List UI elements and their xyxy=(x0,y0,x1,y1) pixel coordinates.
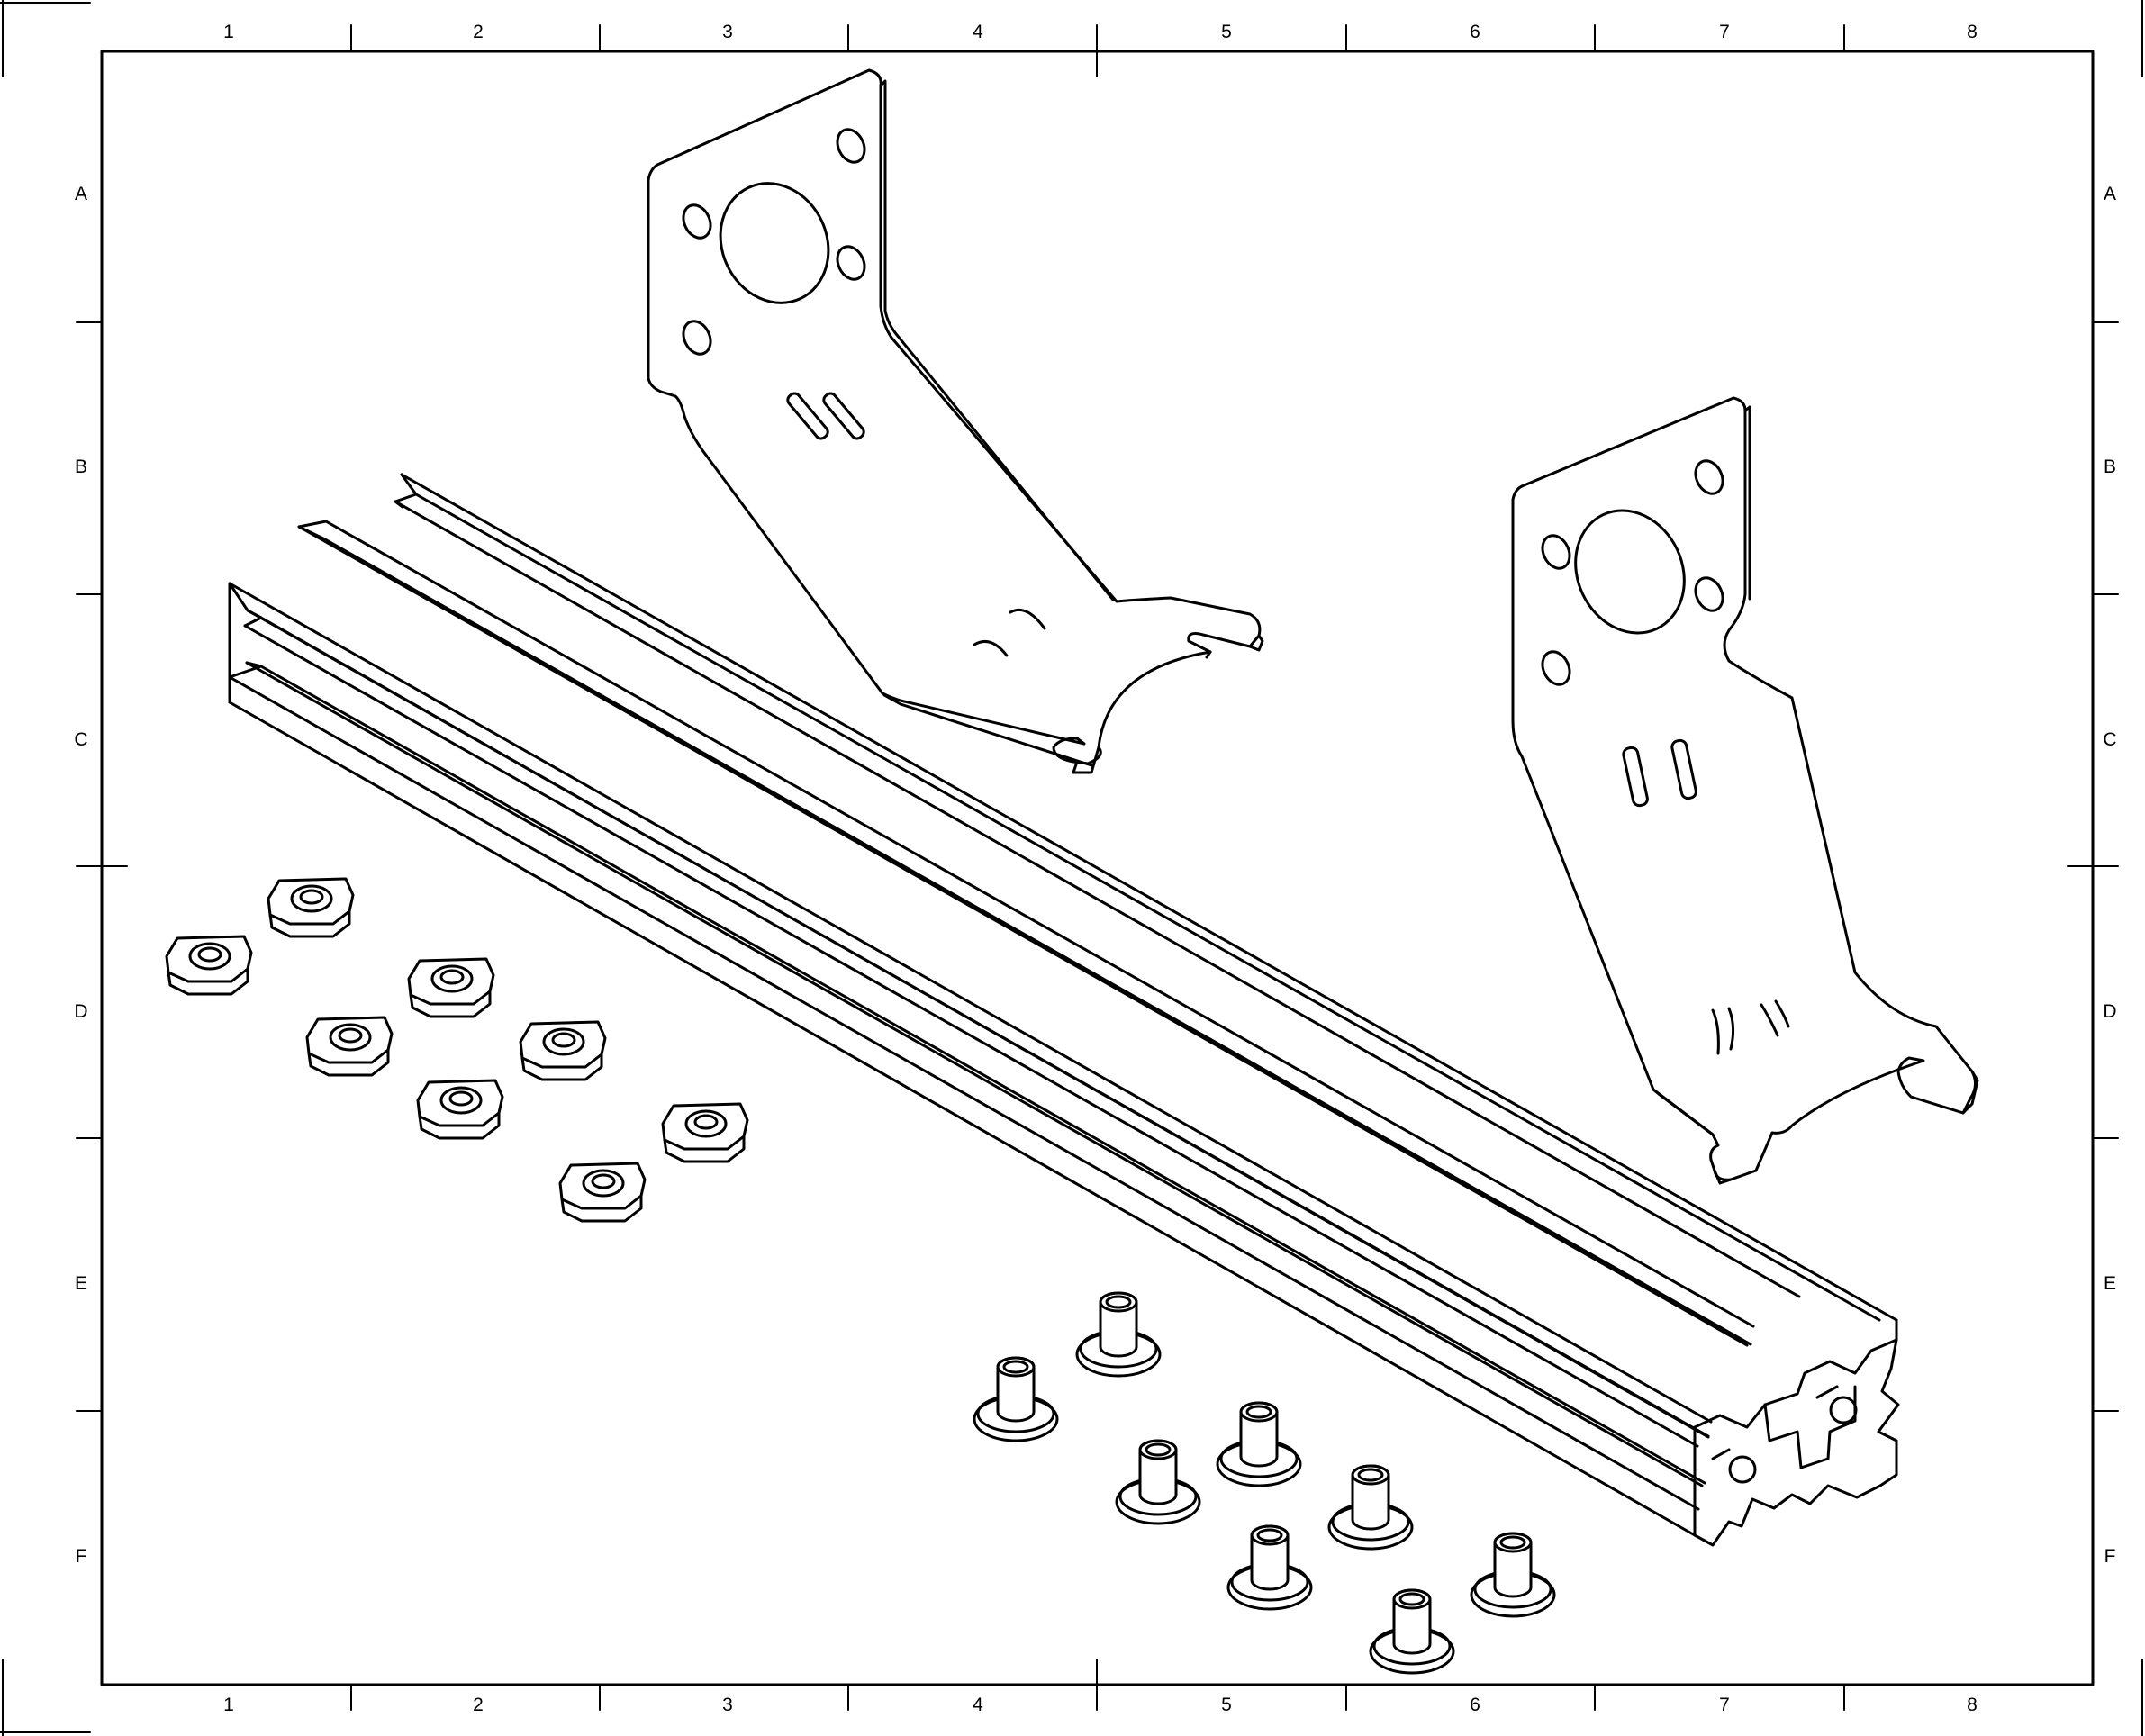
motor-bracket-right xyxy=(1511,396,1979,1185)
row-label: B xyxy=(2104,457,2116,477)
col-label: 1 xyxy=(223,22,234,42)
aluminum-extrusion xyxy=(228,473,1900,1547)
row-label: E xyxy=(75,1273,87,1294)
bolt xyxy=(1226,1524,1313,1611)
col-label: 3 xyxy=(722,22,733,42)
t-nut xyxy=(305,1016,394,1077)
row-labels-right: A B C D E F xyxy=(2103,184,2116,1567)
row-label: F xyxy=(76,1546,87,1567)
motor-bore xyxy=(719,182,830,304)
col-label: 2 xyxy=(473,22,484,42)
col-label: 3 xyxy=(722,1695,733,1715)
row-label: C xyxy=(2103,729,2116,750)
row-label: E xyxy=(2104,1273,2116,1294)
t-nut-set xyxy=(165,877,749,1223)
motor-bracket-upper xyxy=(647,68,1264,774)
col-label: 2 xyxy=(473,1695,484,1715)
row-label: D xyxy=(2103,1001,2116,1022)
col-label: 6 xyxy=(1470,1695,1480,1715)
motor-bore xyxy=(1574,509,1686,635)
col-label: 1 xyxy=(223,1695,234,1715)
bolt xyxy=(973,1356,1059,1442)
row-label: A xyxy=(75,184,87,204)
row-label: D xyxy=(74,1001,87,1022)
col-label: 5 xyxy=(1221,22,1232,42)
bolt xyxy=(1369,1588,1455,1675)
col-label: 7 xyxy=(1719,22,1730,42)
row-labels-left: A B C D E F xyxy=(74,184,87,1567)
bolt-set xyxy=(973,1291,1556,1675)
t-nut xyxy=(416,1079,504,1140)
t-nut xyxy=(165,935,253,996)
t-nut xyxy=(519,1020,607,1081)
zone-ticks xyxy=(76,24,2119,1711)
bolt xyxy=(1075,1291,1162,1378)
row-label: F xyxy=(2104,1546,2116,1567)
bolt xyxy=(1327,1464,1414,1551)
t-nut xyxy=(407,957,495,1018)
col-label: 8 xyxy=(1967,1695,1978,1715)
col-label: 4 xyxy=(973,1695,983,1715)
column-labels-bottom: 1 2 3 4 5 6 7 8 xyxy=(223,1695,1978,1715)
col-label: 7 xyxy=(1719,1695,1730,1715)
col-label: 8 xyxy=(1967,22,1978,42)
col-label: 6 xyxy=(1470,22,1480,42)
row-label: B xyxy=(75,457,87,477)
t-nut xyxy=(558,1162,647,1223)
col-label: 5 xyxy=(1221,1695,1232,1715)
t-nut xyxy=(661,1102,749,1163)
row-label: A xyxy=(2104,184,2116,204)
t-nut xyxy=(267,877,355,938)
bolt xyxy=(1470,1532,1556,1618)
bolt xyxy=(1115,1439,1201,1525)
bolt xyxy=(1216,1401,1302,1487)
col-label: 4 xyxy=(973,22,983,42)
row-label: C xyxy=(74,729,87,750)
column-labels-top: 1 2 3 4 5 6 7 8 xyxy=(223,22,1978,42)
